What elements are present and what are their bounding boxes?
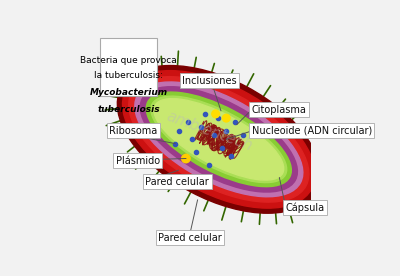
Text: ambientech: ambientech — [164, 108, 254, 153]
Text: Ribosoma: Ribosoma — [109, 126, 158, 136]
Text: Cápsula: Cápsula — [286, 202, 325, 213]
Text: la tuberculosis:: la tuberculosis: — [94, 71, 163, 80]
Circle shape — [182, 154, 190, 163]
Text: Inclusiones: Inclusiones — [182, 76, 236, 86]
Text: Plásmido: Plásmido — [116, 156, 160, 166]
Text: Nucleoide (ADN circular): Nucleoide (ADN circular) — [252, 126, 372, 136]
Text: Pili: Pili — [114, 58, 128, 68]
Circle shape — [212, 110, 220, 118]
Ellipse shape — [140, 87, 298, 192]
Ellipse shape — [151, 96, 287, 183]
Ellipse shape — [154, 99, 284, 180]
Ellipse shape — [146, 92, 291, 187]
Text: tuberculosis: tuberculosis — [97, 105, 160, 114]
Ellipse shape — [135, 82, 303, 197]
Text: Bacteria que provoca: Bacteria que provoca — [80, 56, 177, 65]
Text: Pared celular: Pared celular — [146, 177, 209, 187]
Ellipse shape — [117, 65, 320, 213]
Ellipse shape — [122, 71, 315, 208]
FancyBboxPatch shape — [100, 38, 157, 96]
Text: Mycobacterium: Mycobacterium — [90, 88, 168, 97]
Text: Pared celular: Pared celular — [158, 233, 222, 243]
Text: Citoplasma: Citoplasma — [252, 105, 307, 115]
Circle shape — [222, 114, 230, 122]
Ellipse shape — [129, 77, 309, 202]
